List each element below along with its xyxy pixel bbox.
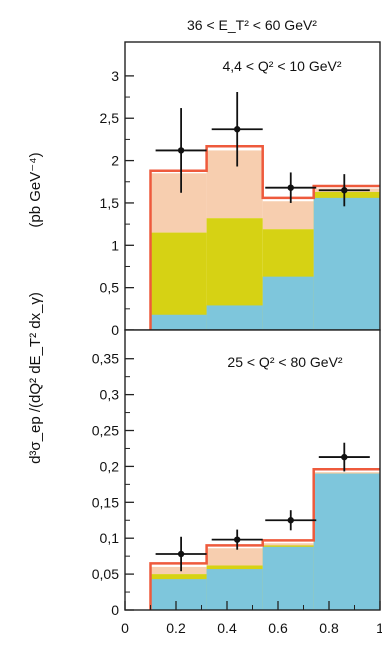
data-point <box>234 126 241 133</box>
x-tick-label: 0 <box>121 620 129 636</box>
band-bar <box>150 566 207 575</box>
band-bar <box>206 150 263 219</box>
data-point <box>177 550 185 558</box>
data-point <box>287 517 294 524</box>
blue-component-bar <box>313 473 380 610</box>
y-axis-label-main: d³σ_ep /(dQ² dE_T² dx_γ) <box>27 292 44 464</box>
blue-component-bar <box>206 569 263 610</box>
band-bar <box>262 201 314 230</box>
bottom-panel-title: 25 < Q² < 80 GeV² <box>227 354 343 370</box>
data-point <box>287 184 294 191</box>
y-tick-label: 0 <box>111 322 119 338</box>
y-tick-label: 1,5 <box>100 195 120 211</box>
y-tick-label: 0,2 <box>100 458 120 474</box>
y-tick-label: 3 <box>111 68 119 84</box>
blue-component-bar <box>262 276 314 330</box>
y-axis-label-unit: (pb GeV⁻⁴) <box>27 152 44 227</box>
blue-component-bar <box>150 314 207 330</box>
data-point <box>234 536 241 543</box>
x-tick-label: 0.6 <box>268 620 288 636</box>
data-point <box>341 453 348 461</box>
y-tick-label: 1 <box>111 237 119 253</box>
band-bar <box>206 548 263 566</box>
x-tick-label: 0.4 <box>217 620 237 636</box>
x-tick-label: 0.8 <box>319 620 339 636</box>
blue-component-bar <box>206 305 263 330</box>
top-panel: 0 0,5 1 1,5 2 2,5 3 <box>100 41 381 338</box>
total-step-line <box>149 144 380 330</box>
y-tick-label: 0,5 <box>100 280 120 296</box>
y-axis-label: d³σ_ep /(dQ² dE_T² dx_γ) (pb GeV⁻⁴) <box>27 152 44 464</box>
y-tick-label: 0,15 <box>92 494 119 510</box>
y-tick-label: 0,25 <box>92 423 119 439</box>
blue-component-bar <box>150 579 207 610</box>
total-step-line <box>149 468 380 610</box>
x-tick-label: 1 <box>376 620 382 636</box>
y-tick-label: 2,5 <box>100 110 120 126</box>
yellow-component-bar <box>150 232 207 330</box>
y-tick-label: 0,3 <box>100 387 120 403</box>
data-point <box>341 187 348 194</box>
y-tick-label: 2 <box>111 153 119 169</box>
y-tick-label: 0,35 <box>92 351 119 367</box>
band-bar <box>262 543 314 547</box>
y-tick-label: 0,05 <box>92 566 119 582</box>
blue-component-bar <box>262 546 314 610</box>
data-point <box>177 147 185 154</box>
y-tick-label: 0,1 <box>100 530 120 546</box>
bottom-panel: 0 0,05 0,1 0,15 0,2 0,25 0,3 0,35 0 0.2 0.4 0.6 0.8 1 <box>92 329 382 636</box>
blue-component-bar <box>313 197 380 330</box>
header-label: 36 < E_T² < 60 GeV² <box>187 17 317 33</box>
top-panel-title: 4,4 < Q² < 10 GeV² <box>222 58 341 74</box>
band-bar <box>150 173 207 233</box>
x-tick-label: 0.2 <box>166 620 186 636</box>
y-tick-label: 0 <box>111 602 119 618</box>
